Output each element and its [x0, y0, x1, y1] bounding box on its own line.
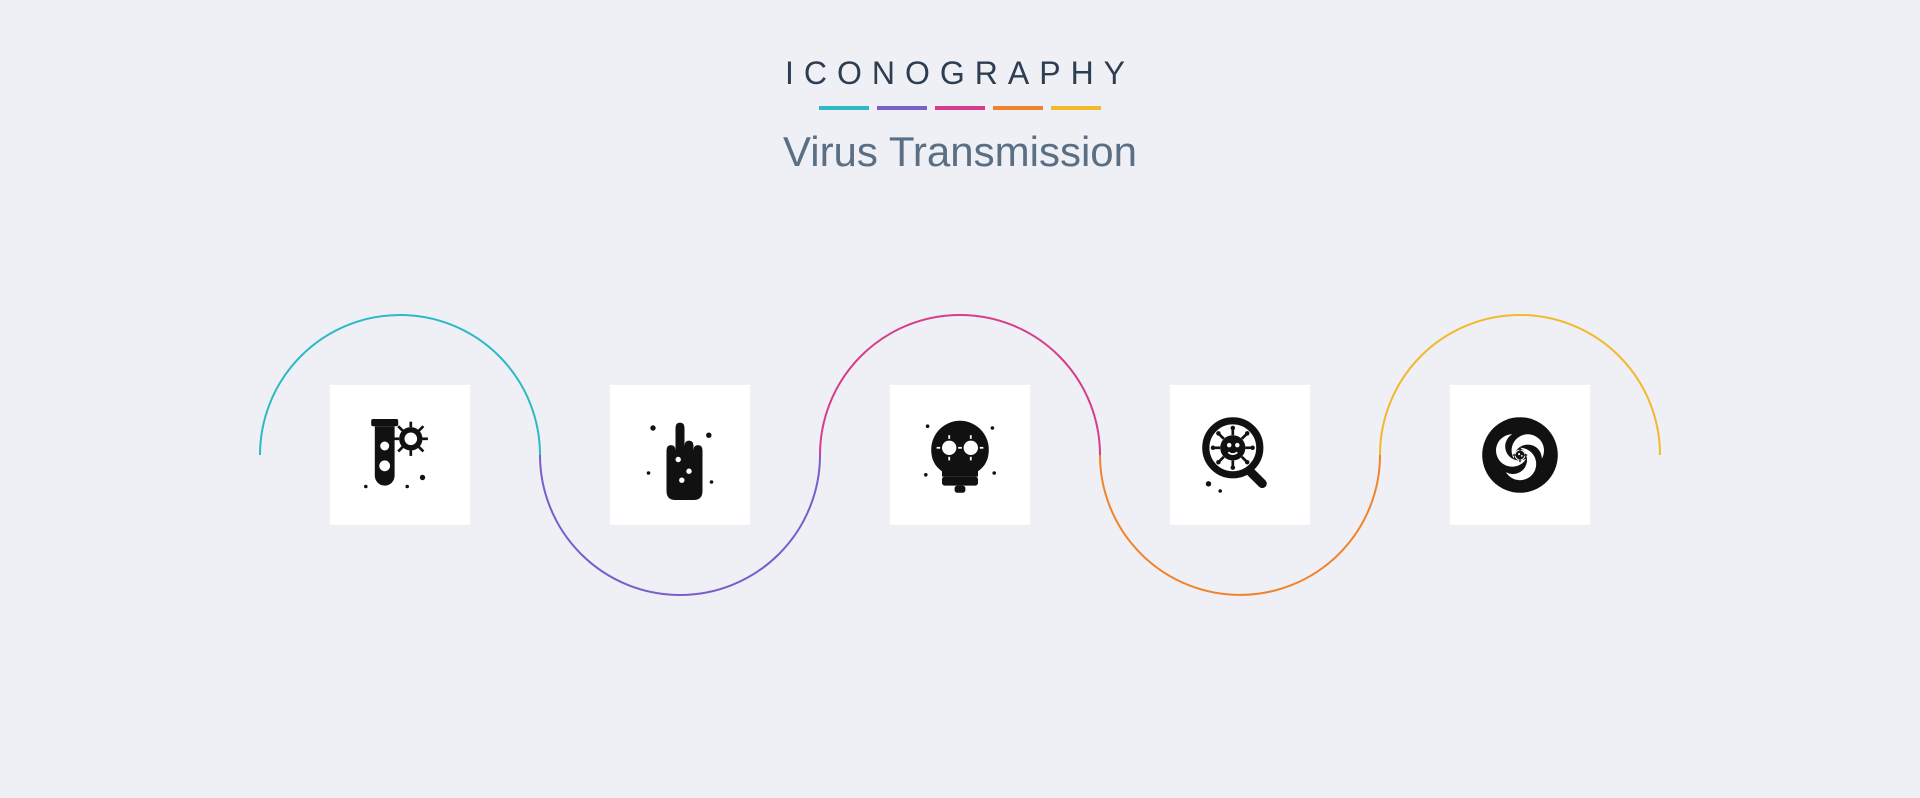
pack-subtitle: Virus Transmission — [0, 128, 1920, 176]
icons-row — [0, 385, 1920, 525]
color-bar-1 — [877, 106, 927, 110]
biohazard-icon — [1475, 410, 1565, 500]
color-bar-4 — [1051, 106, 1101, 110]
color-bar-0 — [819, 106, 869, 110]
icon-card-biohazard — [1450, 385, 1590, 525]
icon-card-hand — [610, 385, 750, 525]
icon-card-magnify — [1170, 385, 1310, 525]
magnify-virus-icon — [1195, 410, 1285, 500]
brain-virus-icon — [915, 410, 1005, 500]
icon-card-brain — [890, 385, 1030, 525]
icon-card-test-tube — [330, 385, 470, 525]
color-bars — [0, 106, 1920, 110]
color-bar-2 — [935, 106, 985, 110]
color-bar-3 — [993, 106, 1043, 110]
header: ICONOGRAPHY Virus Transmission — [0, 0, 1920, 176]
brand-title: ICONOGRAPHY — [0, 55, 1920, 92]
hand-infection-icon — [635, 410, 725, 500]
test-tube-virus-icon — [355, 410, 445, 500]
